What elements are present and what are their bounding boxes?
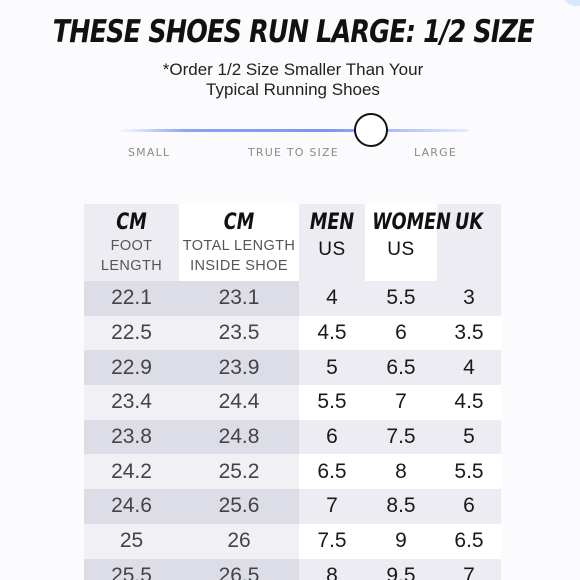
subtitle-line-2: Typical Running Shoes: [206, 80, 380, 99]
table-cell: 25: [84, 523, 179, 559]
table-cell: 24.6: [84, 489, 179, 524]
table-cell: 3.5: [437, 315, 501, 351]
table-cell: 7.5: [299, 523, 365, 559]
table-cell: 25.5: [84, 558, 179, 580]
table-cell: 7: [299, 489, 365, 524]
table-row: 25 26 7.5 9 6.5: [84, 523, 501, 559]
table-cell: 4.5: [437, 385, 501, 420]
table-cell: 25.6: [179, 489, 299, 524]
col-header-uk: UK: [437, 204, 501, 281]
table-cell: 6.5: [437, 523, 501, 559]
fit-scale-indicator: [354, 113, 388, 147]
scale-label-large: LARGE: [414, 146, 458, 159]
size-conversion-table: CM FOOT LENGTH CM TOTAL LENGTH INSIDE SHOE…: [84, 204, 501, 580]
table-cell: 25.2: [179, 454, 299, 490]
page-title: THESE SHOES RUN LARGE: 1/2 SIZE: [52, 14, 535, 50]
table-row: 24.2 25.2 6.5 8 5.5: [84, 454, 501, 490]
table-cell: 4: [437, 350, 501, 386]
col-header-top: CM: [116, 210, 147, 235]
table-cell: 5: [299, 350, 365, 386]
col-header-men-us: MEN US: [299, 204, 365, 281]
table-cell: 7: [365, 385, 437, 420]
col-header-top: WOMEN: [372, 210, 451, 235]
col-header-total-length: CM TOTAL LENGTH INSIDE SHOE: [179, 204, 299, 281]
table-cell: 22.9: [84, 350, 179, 386]
table-cell: 6: [365, 315, 437, 351]
table-cell: 23.4: [84, 385, 179, 420]
col-header-sub: TOTAL LENGTH INSIDE SHOE: [182, 238, 296, 274]
col-header-top: UK: [455, 210, 483, 235]
table-cell: 4: [299, 281, 365, 316]
table-cell: 5.5: [299, 385, 365, 420]
col-header-women-us: WOMEN US: [365, 204, 451, 281]
table-cell: 26.5: [179, 558, 299, 580]
col-header-top: MEN: [309, 210, 355, 235]
table-header-row: CM FOOT LENGTH CM TOTAL LENGTH INSIDE SHOE…: [84, 204, 501, 281]
table-cell: 5.5: [437, 454, 501, 490]
fit-scale-slider: [118, 112, 468, 152]
table-cell: 6.5: [365, 350, 437, 386]
table-cell: 22.1: [84, 281, 179, 316]
subtitle: *Order 1/2 Size Smaller Than Your Typica…: [0, 60, 580, 100]
table-cell: 23.1: [179, 281, 299, 316]
col-header-sub: US: [318, 239, 346, 260]
table-cell: 6: [299, 419, 365, 455]
table-cell: 24.8: [179, 419, 299, 455]
table-row: 24.6 25.6 7 8.5 6: [84, 489, 501, 524]
table-row: 22.9 23.9 5 6.5 4: [84, 350, 501, 386]
table-cell: 7.5: [365, 419, 437, 455]
scale-label-small: SMALL: [128, 146, 171, 159]
table-cell: 8: [299, 558, 365, 580]
table-cell: 24.4: [179, 385, 299, 420]
table-cell: 6: [437, 489, 501, 524]
table-cell: 8: [365, 454, 437, 490]
table-cell: 7: [437, 558, 501, 580]
table-row: 23.4 24.4 5.5 7 4.5: [84, 385, 501, 420]
table-row: 25.5 26.5 8 9.5 7: [84, 558, 501, 580]
table-cell: 23.9: [179, 350, 299, 386]
table-cell: 5.5: [365, 281, 437, 316]
table-cell: 4.5: [299, 315, 365, 351]
scale-label-true-to-size: TRUE TO SIZE: [248, 146, 339, 159]
col-header-foot-length: CM FOOT LENGTH: [84, 204, 179, 281]
table-cell: 23.5: [179, 315, 299, 351]
table-cell: 26: [179, 523, 299, 559]
corner-accent: [564, 0, 580, 6]
table-row: 22.5 23.5 4.5 6 3.5: [84, 315, 501, 351]
table-cell: 24.2: [84, 454, 179, 490]
table-cell: 8.5: [365, 489, 437, 524]
table-cell: 9: [365, 523, 437, 559]
table-body: 22.1 23.1 4 5.5 3 22.5 23.5 4.5 6 3.5 22.9 23.9 5 6.5…: [84, 281, 501, 580]
table-cell: 6.5: [299, 454, 365, 490]
table-cell: 22.5: [84, 315, 179, 351]
fit-scale-track: [118, 129, 468, 132]
table-cell: 9.5: [365, 558, 437, 580]
col-header-sub: FOOT LENGTH: [100, 238, 163, 274]
table-cell: 23.8: [84, 419, 179, 455]
table-row: 22.1 23.1 4 5.5 3: [84, 281, 501, 316]
table-cell: 5: [437, 419, 501, 455]
table-row: 23.8 24.8 6 7.5 5: [84, 419, 501, 455]
col-header-sub: US: [387, 239, 415, 260]
table-cell: 3: [437, 281, 501, 316]
col-header-top: CM: [223, 210, 255, 235]
subtitle-line-1: *Order 1/2 Size Smaller Than Your: [162, 60, 424, 79]
